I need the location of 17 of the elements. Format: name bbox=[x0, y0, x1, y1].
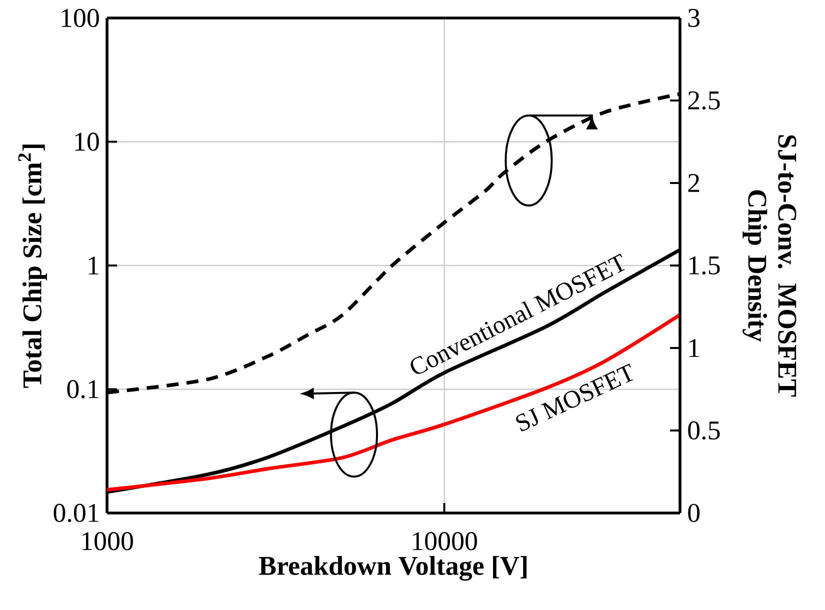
y-tick-label: 0.1 bbox=[67, 380, 98, 398]
y-tick-label: 100 bbox=[62, 8, 99, 28]
y2-tick-label: 1.5 bbox=[689, 256, 720, 275]
x-tick-label: 1000 bbox=[82, 532, 134, 550]
y-tick-label: 0.01 bbox=[54, 504, 98, 522]
y2-tick-label: 0 bbox=[688, 504, 700, 522]
x-axis-title: Breakdown Voltage [V] bbox=[258, 556, 527, 581]
y2-tick-label: 2.5 bbox=[688, 91, 720, 110]
y-tick-label: 1 bbox=[88, 256, 98, 274]
x-tick-label: 10000 bbox=[412, 532, 478, 550]
y2-tick-label: 2 bbox=[688, 174, 700, 192]
y-axis-title: Total Chip Size [cm$^{2}$] bbox=[18, 144, 47, 388]
y2-tick-label: 1 bbox=[689, 339, 699, 357]
y2-tick-label: 0.5 bbox=[688, 421, 720, 440]
y2-tick-label: 3 bbox=[688, 8, 700, 28]
y-tick-label: 10 bbox=[75, 132, 99, 151]
y2-axis-title: SJ-to-Conv. MOSFET Chip Density bbox=[742, 135, 796, 397]
